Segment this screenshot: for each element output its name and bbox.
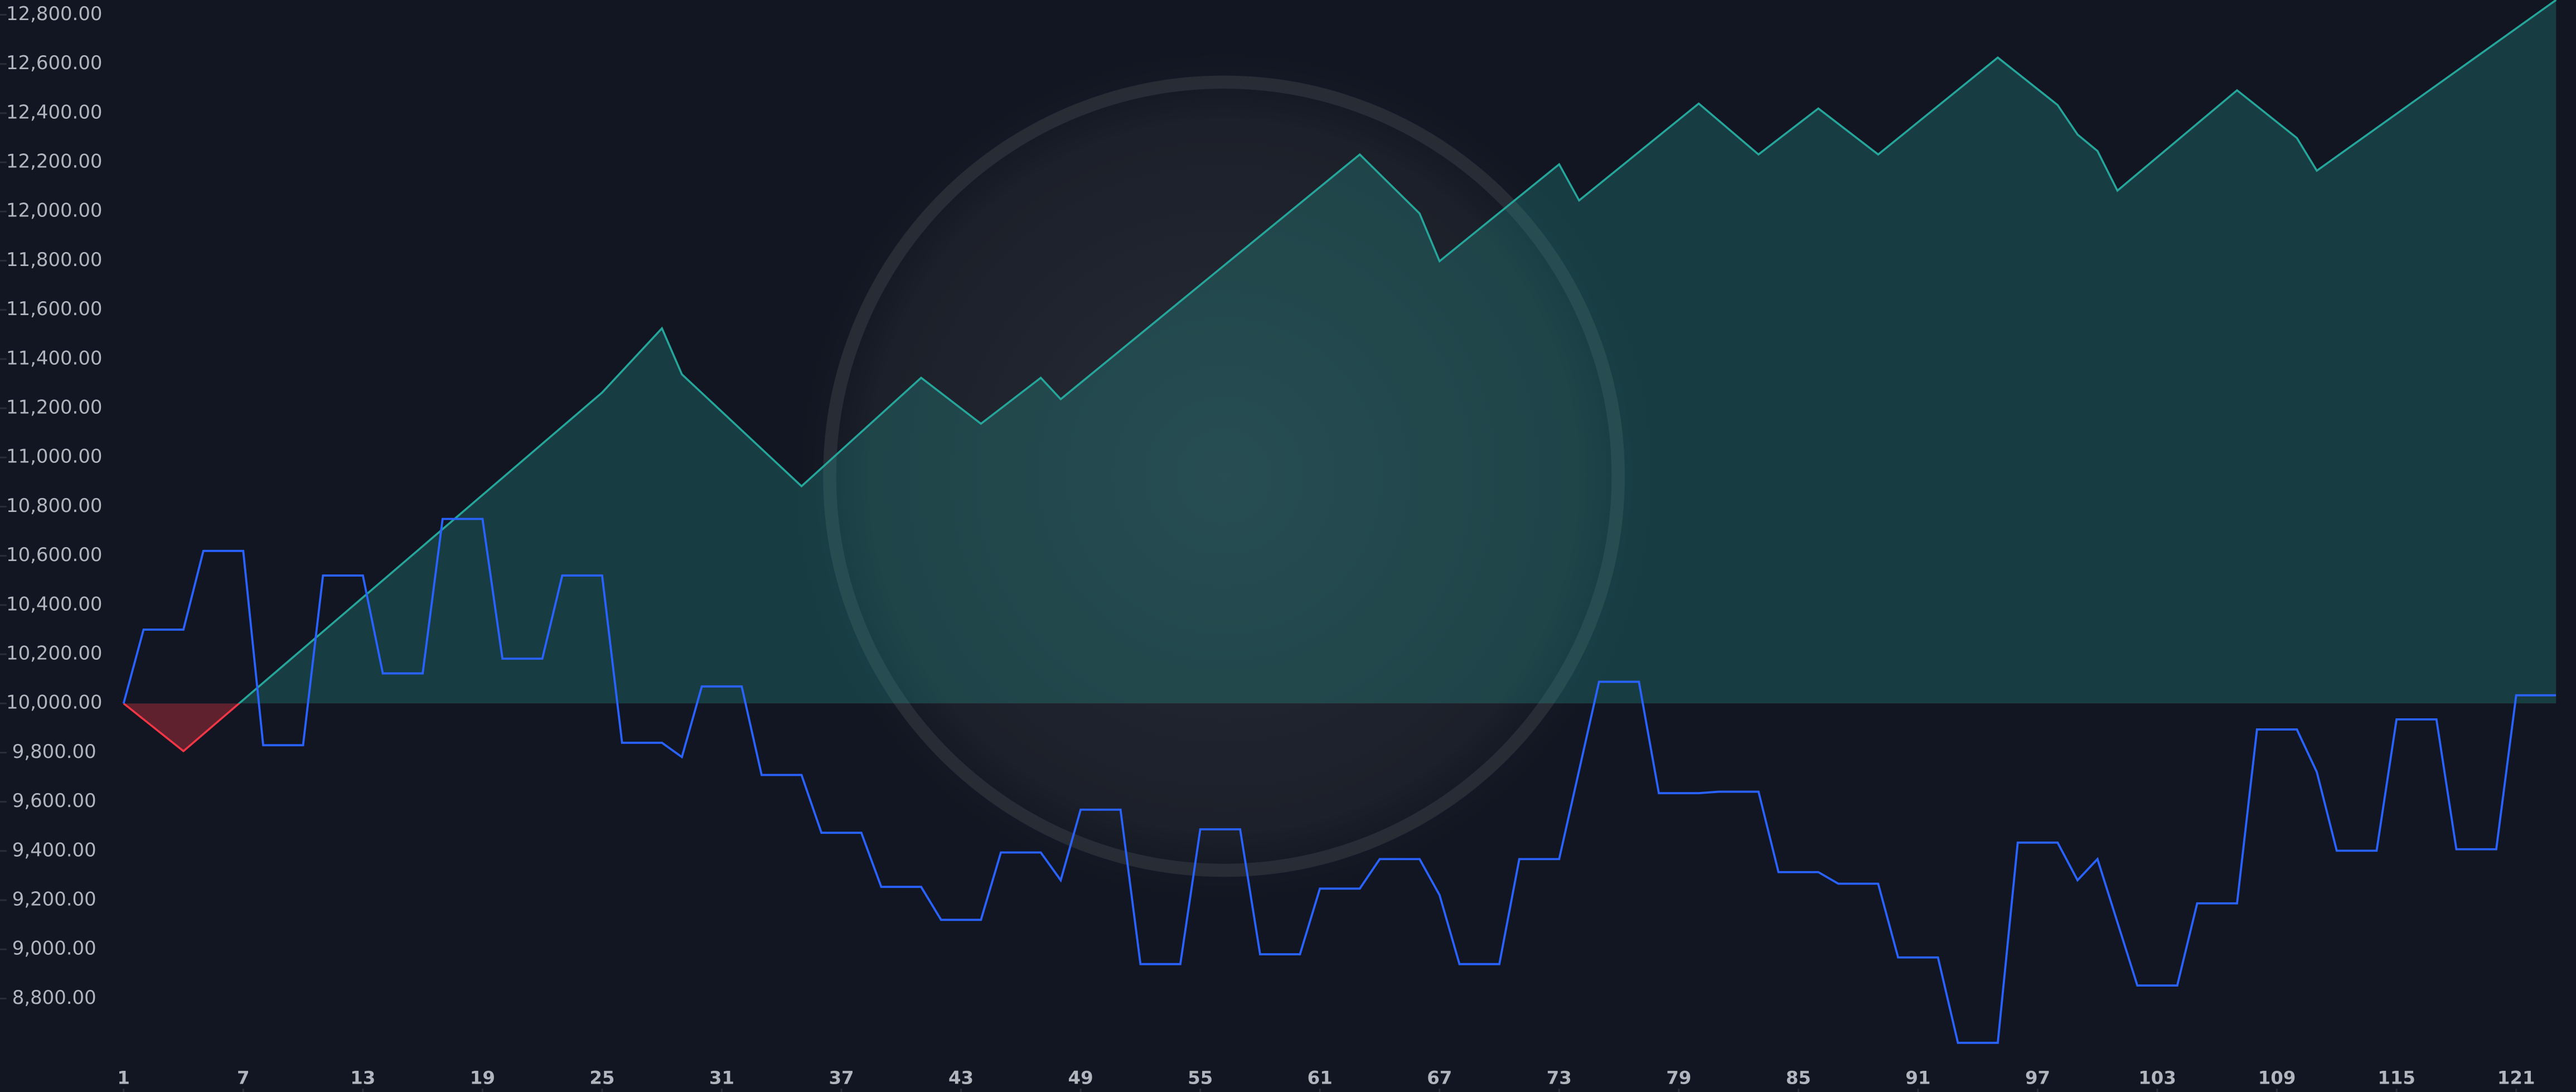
y-tick-label: 11,000.00 (6, 446, 102, 467)
x-tick-label: 91 (1905, 1067, 1930, 1088)
y-tick-label: 9,400.00 (12, 839, 96, 861)
x-tick-label: 121 (2497, 1067, 2535, 1088)
y-tick-label: 11,800.00 (6, 249, 102, 270)
y-tick-label: 10,000.00 (6, 692, 102, 713)
y-tick-label: 9,800.00 (12, 741, 96, 762)
x-tick-label: 43 (948, 1067, 974, 1088)
x-tick-label: 109 (2258, 1067, 2296, 1088)
x-tick-label: 67 (1427, 1067, 1452, 1088)
x-tick-label: 37 (829, 1067, 854, 1088)
x-tick-label: 73 (1547, 1067, 1572, 1088)
x-tick-label: 1 (117, 1067, 130, 1088)
x-tick-label: 55 (1188, 1067, 1213, 1088)
watermark-ring (823, 75, 1625, 877)
x-tick-label: 97 (2025, 1067, 2050, 1088)
y-tick-label: 9,000.00 (12, 938, 96, 959)
x-tick-label: 7 (237, 1067, 250, 1088)
x-tick-label: 31 (709, 1067, 734, 1088)
x-tick-label: 19 (470, 1067, 495, 1088)
y-tick-label: 12,200.00 (6, 151, 102, 172)
x-tick-label: 49 (1068, 1067, 1093, 1088)
watermark (780, 32, 1668, 920)
x-tick-label: 61 (1308, 1067, 1333, 1088)
y-tick-label: 10,800.00 (6, 495, 102, 516)
y-tick-label: 11,600.00 (6, 298, 102, 320)
x-tick-label: 85 (1786, 1067, 1811, 1088)
area-above (239, 0, 2556, 704)
equity-line (123, 0, 2557, 704)
y-tick-label: 12,400.00 (6, 101, 102, 123)
y-tick-label: 10,200.00 (6, 642, 102, 664)
y-tick-label: 8,800.00 (12, 987, 96, 1008)
y-tick-label: 10,400.00 (6, 593, 102, 615)
y-tick-label: 9,200.00 (12, 888, 96, 910)
y-tick-label: 12,000.00 (6, 200, 102, 221)
x-tick-label: 13 (350, 1067, 375, 1088)
x-tick-label: 25 (589, 1067, 614, 1088)
y-tick-label: 10,600.00 (6, 544, 102, 566)
x-tick-label: 115 (2378, 1067, 2415, 1088)
y-tick-label: 12,800.00 (6, 3, 102, 25)
y-tick-label: 12,600.00 (6, 52, 102, 74)
y-tick-label: 11,200.00 (6, 397, 102, 418)
y-tick-label: 11,400.00 (6, 347, 102, 369)
y-tick-label: 9,600.00 (12, 790, 96, 811)
series-line (122, 518, 2556, 1044)
x-tick-label: 103 (2138, 1067, 2176, 1088)
x-tick-label: 79 (1666, 1067, 1691, 1088)
